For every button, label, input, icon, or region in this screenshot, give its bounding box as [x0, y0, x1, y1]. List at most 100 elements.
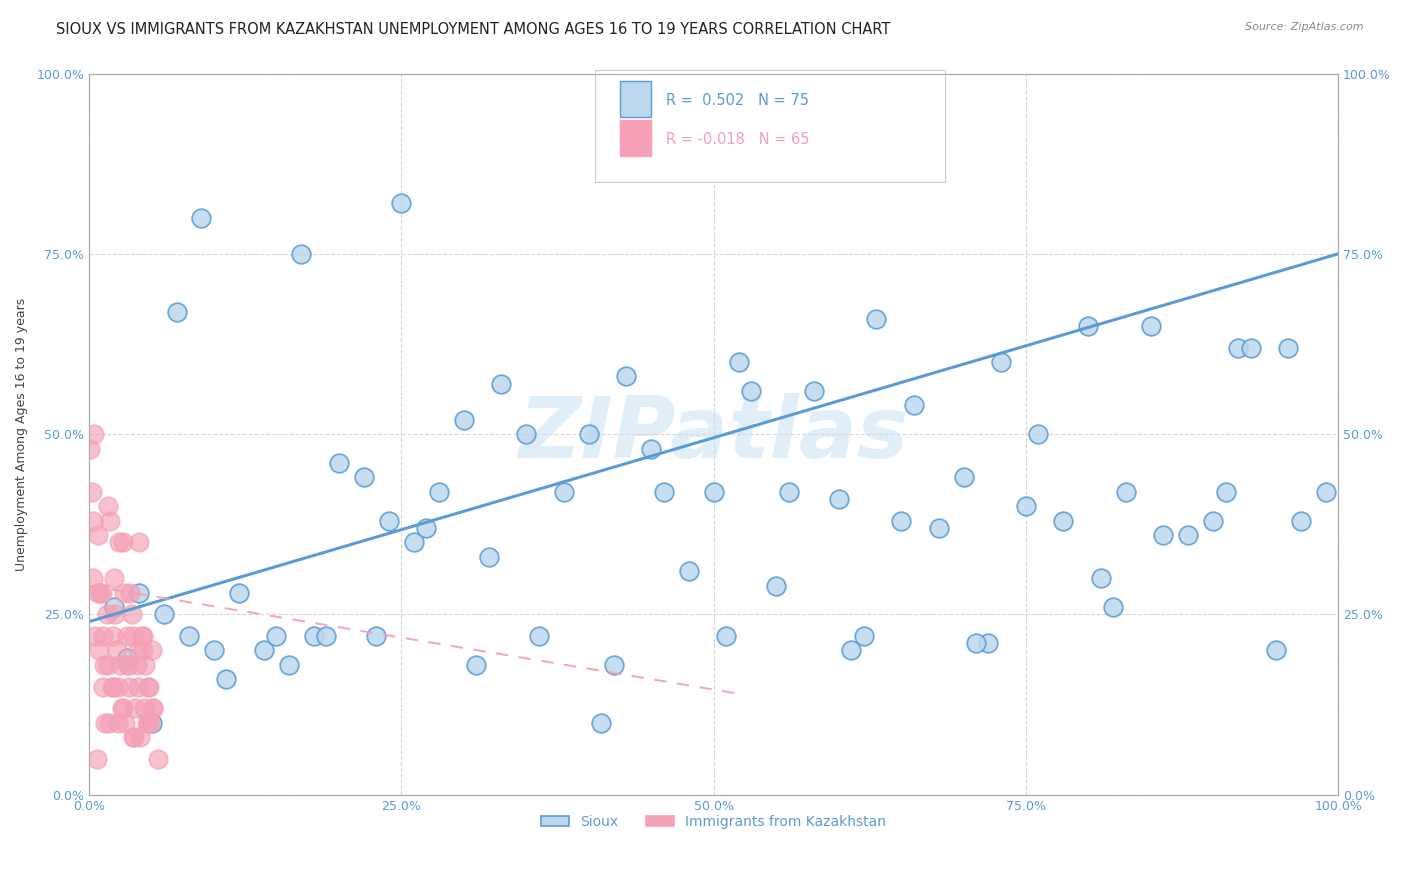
Point: [315, 629, 337, 643]
Point: [142, 701, 165, 715]
Point: [129, 730, 152, 744]
Point: [652, 484, 675, 499]
Point: [328, 456, 350, 470]
Point: [177, 629, 200, 643]
Point: [132, 629, 155, 643]
Point: [515, 427, 537, 442]
Point: [290, 247, 312, 261]
Point: [1102, 600, 1125, 615]
Point: [527, 629, 550, 643]
Point: [87, 643, 110, 657]
Point: [578, 427, 600, 442]
Point: [703, 484, 725, 499]
Legend: Sioux, Immigrants from Kazakhstan: Sioux, Immigrants from Kazakhstan: [536, 810, 891, 835]
Point: [1140, 318, 1163, 333]
Point: [84, 629, 107, 643]
Point: [202, 643, 225, 657]
Bar: [620, 81, 651, 117]
Point: [366, 629, 388, 643]
Point: [115, 650, 138, 665]
Point: [740, 384, 762, 398]
Point: [100, 680, 122, 694]
Point: [134, 657, 156, 672]
Point: [111, 535, 134, 549]
Point: [111, 701, 134, 715]
Point: [112, 586, 135, 600]
Point: [890, 514, 912, 528]
Point: [136, 715, 159, 730]
Point: [389, 196, 412, 211]
Point: [415, 521, 437, 535]
Point: [122, 730, 145, 744]
Point: [90, 586, 112, 600]
Point: [215, 673, 238, 687]
Point: [79, 442, 101, 456]
Point: [928, 521, 950, 535]
Point: [114, 715, 136, 730]
Point: [139, 715, 162, 730]
Point: [141, 643, 163, 657]
Point: [714, 629, 737, 643]
Point: [115, 629, 138, 643]
Point: [266, 629, 288, 643]
Point: [952, 470, 974, 484]
Text: ZIPatlas: ZIPatlas: [519, 392, 908, 475]
Point: [1215, 484, 1237, 499]
Point: [603, 657, 626, 672]
Point: [378, 514, 401, 528]
Point: [121, 629, 143, 643]
Point: [765, 578, 787, 592]
Point: [640, 442, 662, 456]
Point: [1115, 484, 1137, 499]
Point: [96, 607, 118, 622]
Point: [839, 643, 862, 657]
Point: [101, 680, 124, 694]
Point: [827, 491, 849, 506]
Point: [1227, 341, 1250, 355]
Point: [110, 701, 132, 715]
Point: [80, 484, 103, 499]
Point: [1289, 514, 1312, 528]
Point: [491, 376, 513, 391]
Point: [727, 355, 749, 369]
Point: [253, 643, 276, 657]
Point: [128, 586, 150, 600]
Point: [1264, 643, 1286, 657]
Point: [142, 701, 165, 715]
Point: [353, 470, 375, 484]
Point: [453, 413, 475, 427]
Point: [108, 535, 131, 549]
Point: [128, 535, 150, 549]
Text: Source: ZipAtlas.com: Source: ZipAtlas.com: [1246, 22, 1364, 32]
Point: [591, 715, 613, 730]
Point: [1028, 427, 1050, 442]
Y-axis label: Unemployment Among Ages 16 to 19 years: Unemployment Among Ages 16 to 19 years: [15, 298, 28, 571]
Point: [1202, 514, 1225, 528]
Text: SIOUX VS IMMIGRANTS FROM KAZAKHSTAN UNEMPLOYMENT AMONG AGES 16 TO 19 YEARS CORRE: SIOUX VS IMMIGRANTS FROM KAZAKHSTAN UNEM…: [56, 22, 890, 37]
Point: [465, 657, 488, 672]
Point: [93, 657, 115, 672]
Point: [614, 369, 637, 384]
Point: [86, 751, 108, 765]
Point: [98, 715, 121, 730]
Bar: [620, 120, 651, 156]
Point: [127, 643, 149, 657]
Point: [1015, 500, 1038, 514]
Point: [98, 514, 121, 528]
Point: [117, 657, 139, 672]
Point: [87, 586, 110, 600]
Point: [127, 680, 149, 694]
Point: [91, 680, 114, 694]
Point: [1315, 484, 1337, 499]
Point: [132, 643, 155, 657]
Point: [117, 657, 139, 672]
Point: [97, 657, 120, 672]
Point: [678, 564, 700, 578]
Point: [865, 311, 887, 326]
Point: [125, 657, 148, 672]
Point: [101, 629, 124, 643]
Point: [104, 607, 127, 622]
Point: [132, 701, 155, 715]
Text: R = -0.018   N = 65: R = -0.018 N = 65: [666, 132, 810, 147]
Point: [1090, 571, 1112, 585]
